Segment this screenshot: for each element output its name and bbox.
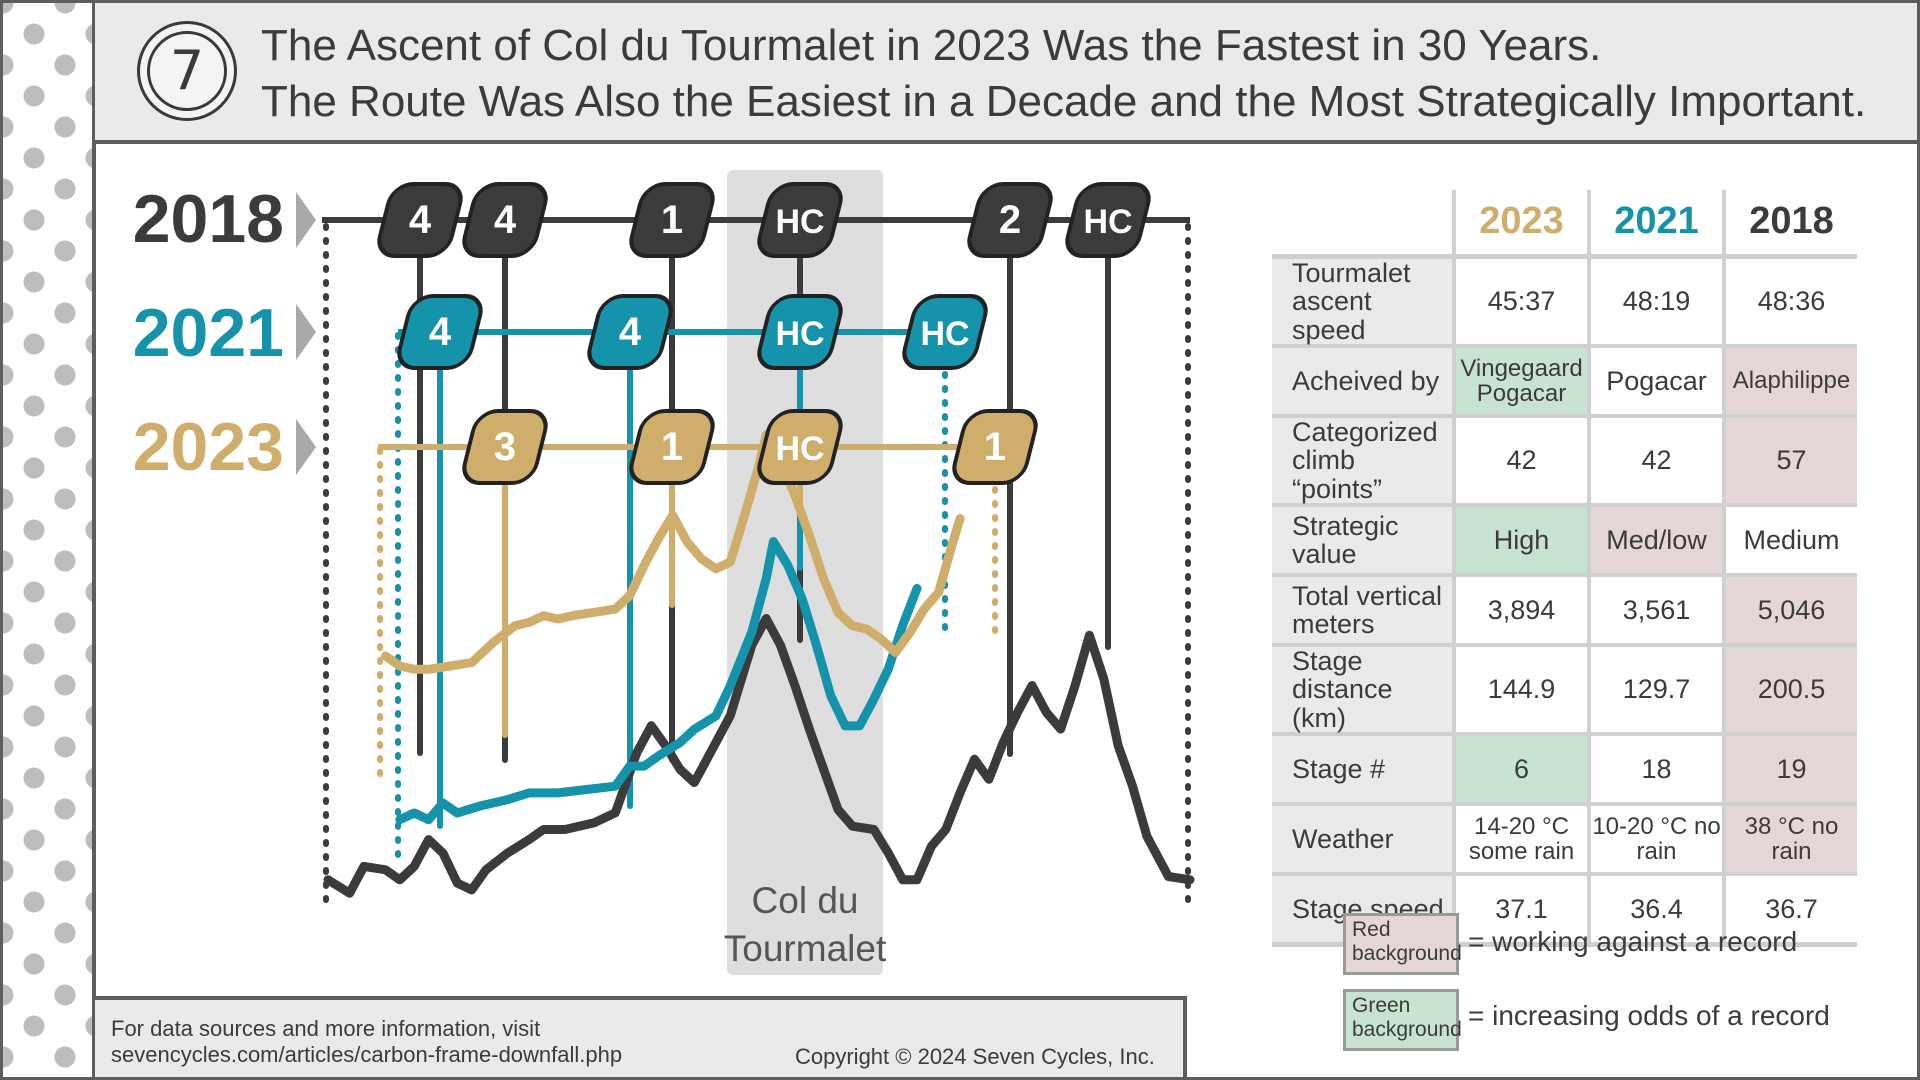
copyright: Copyright © 2024 Seven Cycles, Inc. [795, 1044, 1155, 1069]
table-cell: 57 [1722, 416, 1857, 508]
table-cell: 37.1 [1452, 874, 1589, 948]
footer: For data sources and more information, v… [95, 996, 1187, 1077]
table-cell: 36.4 [1587, 874, 1724, 948]
legend-green-text: = increasing odds of a record [1468, 1000, 1830, 1031]
header: 7 The Ascent of Col du Tourmalet in 2023… [95, 3, 1917, 144]
row-label: Stage speed [1272, 874, 1454, 948]
table-cell: 42 [1452, 416, 1589, 508]
seven-cycles-logo-icon: 7 [137, 21, 237, 121]
table-cell: 45:37 [1452, 256, 1589, 349]
table-cell: 3,561 [1587, 575, 1724, 648]
column-header-2018: 2018 [1722, 190, 1857, 259]
table-cell: High [1452, 505, 1589, 578]
table-cell: Med/low [1587, 505, 1724, 578]
dot-pattern-sidebar [3, 3, 96, 1077]
table-cell: 36.7 [1722, 874, 1857, 948]
table-cell: 14-20 °C some rain [1452, 804, 1589, 877]
table-cell: Medium [1722, 505, 1857, 578]
legend-red-swatch: Red background [1343, 913, 1462, 975]
row-label: Tourmalet ascent speed [1272, 256, 1454, 349]
title-line-2: The Route Was Also the Easiest in a Deca… [261, 77, 1867, 126]
row-label: Categorized climb “points” [1272, 416, 1454, 508]
table-cell: 48:19 [1587, 256, 1724, 349]
table-cell: Vingegaard Pogacar [1452, 346, 1589, 419]
table-cell: 38 °C no rain [1722, 804, 1857, 877]
row-label: Total vertical meters [1272, 575, 1454, 648]
logo-text: 7 [147, 31, 227, 111]
row-label: Stage # [1272, 734, 1454, 807]
row-label: Acheived by [1272, 346, 1454, 419]
table-cell: 10-20 °C no rain [1587, 804, 1724, 877]
legend-red-text: = working against a record [1468, 926, 1798, 957]
row-label: Strategic value [1272, 505, 1454, 578]
column-header-2021: 2021 [1587, 190, 1724, 259]
title-line-1: The Ascent of Col du Tourmalet in 2023 W… [261, 21, 1602, 70]
column-header-2023: 2023 [1452, 190, 1589, 259]
table-cell: 18 [1587, 734, 1724, 807]
table-cell: 19 [1722, 734, 1857, 807]
table-cell: 3,894 [1452, 575, 1589, 648]
table-cell: Pogacar [1587, 346, 1724, 419]
table-cell: 200.5 [1722, 645, 1857, 737]
legend-green-swatch: Green background [1343, 989, 1462, 1051]
table-cell: 42 [1587, 416, 1724, 508]
row-label: Weather [1272, 804, 1454, 877]
source-link[interactable]: sevencycles.com/articles/carbon-frame-do… [111, 1042, 623, 1067]
row-label: Stage distance (km) [1272, 645, 1454, 737]
table-cell: 48:36 [1722, 256, 1857, 349]
table-cell: 129.7 [1587, 645, 1724, 737]
table-cell: 6 [1452, 734, 1589, 807]
table-cell: 144.9 [1452, 645, 1589, 737]
table-cell: 5,046 [1722, 575, 1857, 648]
source-note: For data sources and more information, v… [111, 1016, 541, 1041]
table-cell: Alaphilippe [1722, 346, 1857, 419]
comparison-table: 2023 2021 2018 Tourmalet ascent speed 45:37 4… [1272, 190, 1857, 948]
table-corner [1272, 190, 1454, 259]
